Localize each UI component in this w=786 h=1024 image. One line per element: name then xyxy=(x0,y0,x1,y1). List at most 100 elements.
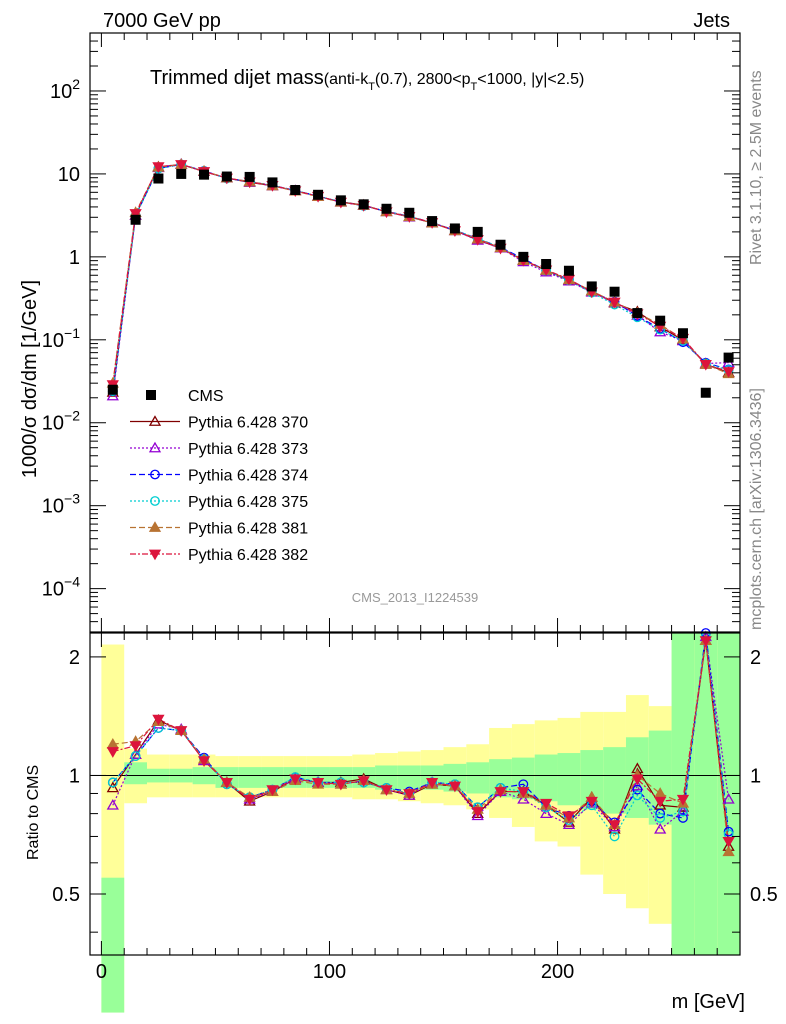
ratio-band-inner xyxy=(603,747,626,814)
legend-label: Pythia 6.428 381 xyxy=(188,521,308,538)
x-tick-label: 100 xyxy=(313,961,346,983)
cms-data-point xyxy=(290,184,301,195)
series-point-ratio xyxy=(106,747,119,758)
cms-data-point xyxy=(427,216,438,227)
legend-label: Pythia 6.428 382 xyxy=(188,547,308,564)
series-point-ratio xyxy=(243,794,256,806)
ratio-band-inner xyxy=(375,765,398,790)
title-sub-t1: T xyxy=(368,81,375,93)
series-point-ratio xyxy=(380,785,393,797)
series-point-ratio xyxy=(357,776,370,787)
series-point-ratio xyxy=(471,807,484,818)
series-line-top xyxy=(112,163,729,393)
cms-data-point xyxy=(609,286,620,297)
top-frame xyxy=(89,32,741,633)
legend: CMS Pythia 6.428 370 Pythia 6.428 373 Pythi… xyxy=(130,388,308,564)
series-point-ratio xyxy=(334,779,347,791)
series-point-ratio xyxy=(676,794,690,806)
series-point-ratio xyxy=(289,774,302,786)
title-sub-c: <1000, |y|<2.5) xyxy=(477,71,584,88)
cms-data-point xyxy=(107,384,118,395)
ratio-band-inner xyxy=(534,754,558,802)
series-point-ratio xyxy=(106,781,119,793)
series-point-ratio xyxy=(655,813,666,823)
y-tick-label-top: 10−2 xyxy=(42,408,80,435)
y-tick-label-top: 10−4 xyxy=(42,574,80,601)
cms-data-point xyxy=(199,169,210,180)
top-series-markers xyxy=(106,157,735,401)
title-main: Trimmed dijet mass xyxy=(150,67,324,89)
legend-label: Pythia 6.428 374 xyxy=(188,468,308,485)
legend-label-cms: CMS xyxy=(188,388,224,405)
series-point-ratio xyxy=(631,779,644,791)
series-point-ratio xyxy=(266,785,279,797)
rivet-version-label: Rivet 3.1.10, ≥ 2.5M events xyxy=(748,70,765,265)
series-line-top xyxy=(112,163,729,397)
cms-data-point xyxy=(313,189,324,200)
series-point-ratio xyxy=(220,778,233,789)
series-point-top xyxy=(175,160,188,171)
series-point-top xyxy=(152,162,165,173)
series-point-ratio xyxy=(632,784,643,795)
title-sub-t2: T xyxy=(471,81,478,93)
series-line-ratio xyxy=(112,640,730,842)
legend-label: Pythia 6.428 373 xyxy=(188,441,308,458)
header-jets-label: Jets xyxy=(693,10,730,32)
cms-data-point xyxy=(176,168,187,179)
cms-data-point xyxy=(700,387,711,398)
series-point-ratio xyxy=(540,798,553,810)
legend-marker xyxy=(148,521,162,532)
legend-marker xyxy=(150,496,160,506)
x-axis-title: m [GeV] xyxy=(672,991,745,1013)
ratio-band-inner xyxy=(101,877,125,1013)
series-point-ratio xyxy=(517,792,530,804)
legend-marker xyxy=(148,415,162,426)
series-point-ratio xyxy=(722,792,735,804)
series-point-ratio xyxy=(107,777,118,788)
series-point-ratio xyxy=(494,787,507,798)
cms-data-point xyxy=(221,171,232,182)
ratio-uncertainty-bands xyxy=(90,633,740,1013)
y-tick-label-ratio-left: 1 xyxy=(69,765,80,787)
axis-ticks xyxy=(90,32,740,955)
ratio-band-inner xyxy=(694,633,718,955)
cms-data-point xyxy=(632,308,643,319)
series-point-ratio xyxy=(608,820,621,831)
cms-data-point xyxy=(655,315,666,326)
series-point-ratio xyxy=(562,811,576,823)
series-point-top xyxy=(129,209,142,220)
y-tick-label-top: 102 xyxy=(50,76,80,103)
series-point-ratio xyxy=(722,845,735,857)
y-tick-label-ratio-right: 2 xyxy=(750,647,761,669)
series-point-ratio xyxy=(632,790,643,801)
y-tick-label-top: 10−3 xyxy=(42,491,80,518)
series-line-top xyxy=(112,163,729,384)
cms-data-point xyxy=(404,207,415,218)
y-tick-label-top: 1 xyxy=(69,247,80,269)
series-point-ratio xyxy=(631,774,644,786)
cms-data-point xyxy=(677,328,688,339)
series-point-ratio xyxy=(106,798,119,810)
ratio-band-inner xyxy=(580,750,604,810)
plot-title: Trimmed dijet mass(anti-kT(0.7), 2800<pT… xyxy=(150,67,584,93)
cms-data-point xyxy=(153,173,164,184)
series-point-ratio xyxy=(655,808,666,819)
legend-label: Pythia 6.428 370 xyxy=(188,415,308,432)
series-point-ratio xyxy=(654,796,667,808)
cms-data-point xyxy=(723,352,734,363)
cms-data-point xyxy=(449,223,460,234)
series-point-ratio xyxy=(585,796,598,808)
ratio-band-inner xyxy=(397,765,421,790)
ratio-series-lines xyxy=(112,632,730,852)
header-energy-label: 7000 GeV pp xyxy=(103,10,221,32)
cms-data-point xyxy=(130,214,141,225)
legend-marker-cms xyxy=(146,390,156,400)
series-line-top xyxy=(112,163,729,385)
cms-data-point xyxy=(358,199,369,210)
title-sub-a: (anti-k xyxy=(324,71,369,88)
ratio-frame xyxy=(89,632,741,956)
ratio-band-inner xyxy=(443,763,467,792)
y-tick-label-ratio-left: 0.5 xyxy=(52,884,80,906)
y-tick-label-ratio-left: 2 xyxy=(69,647,80,669)
ratio-band-inner xyxy=(511,757,535,800)
